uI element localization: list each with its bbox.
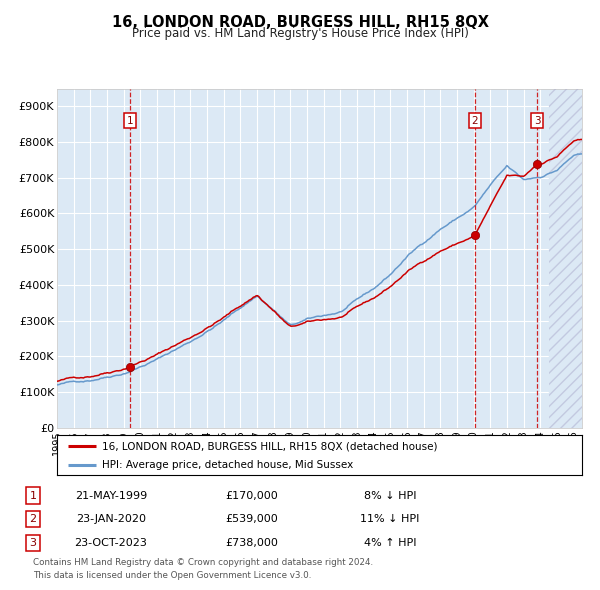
Text: 3: 3	[534, 116, 541, 126]
Text: £539,000: £539,000	[226, 514, 278, 524]
Text: Price paid vs. HM Land Registry's House Price Index (HPI): Price paid vs. HM Land Registry's House …	[131, 27, 469, 40]
Text: 11% ↓ HPI: 11% ↓ HPI	[361, 514, 419, 524]
Bar	[548, 88, 582, 428]
Text: 4% ↑ HPI: 4% ↑ HPI	[364, 538, 416, 548]
Text: 23-JAN-2020: 23-JAN-2020	[76, 514, 146, 524]
Text: £738,000: £738,000	[226, 538, 278, 548]
Text: 8% ↓ HPI: 8% ↓ HPI	[364, 491, 416, 500]
Text: 23-OCT-2023: 23-OCT-2023	[74, 538, 148, 548]
Text: £170,000: £170,000	[226, 491, 278, 500]
Text: This data is licensed under the Open Government Licence v3.0.: This data is licensed under the Open Gov…	[33, 571, 311, 580]
Text: 2: 2	[29, 514, 37, 524]
Text: Contains HM Land Registry data © Crown copyright and database right 2024.: Contains HM Land Registry data © Crown c…	[33, 558, 373, 566]
Text: 1: 1	[29, 491, 37, 500]
Text: 1: 1	[127, 116, 133, 126]
Text: 2: 2	[472, 116, 478, 126]
Text: 16, LONDON ROAD, BURGESS HILL, RH15 8QX (detached house): 16, LONDON ROAD, BURGESS HILL, RH15 8QX …	[101, 441, 437, 451]
Text: 3: 3	[29, 538, 37, 548]
Text: HPI: Average price, detached house, Mid Sussex: HPI: Average price, detached house, Mid …	[101, 460, 353, 470]
Bar	[548, 88, 582, 428]
Text: 21-MAY-1999: 21-MAY-1999	[75, 491, 147, 500]
Text: 16, LONDON ROAD, BURGESS HILL, RH15 8QX: 16, LONDON ROAD, BURGESS HILL, RH15 8QX	[112, 15, 488, 30]
